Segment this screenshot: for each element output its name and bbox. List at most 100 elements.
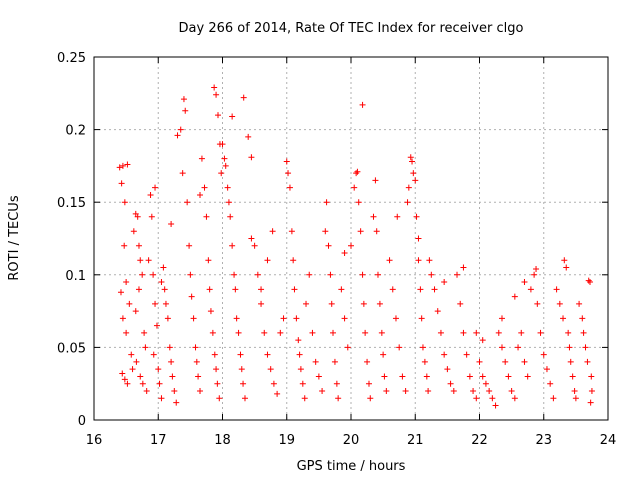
data-point — [150, 351, 157, 358]
chart-title: Day 266 of 2014, Rate Of TEC Index for r… — [179, 21, 524, 36]
data-point — [264, 257, 271, 264]
data-point — [315, 373, 322, 380]
data-point — [351, 184, 358, 191]
data-point — [561, 257, 568, 264]
data-point — [524, 373, 531, 380]
data-point — [331, 358, 338, 365]
x-tick-label: 20 — [343, 433, 360, 448]
data-point — [258, 286, 265, 293]
data-point — [540, 351, 547, 358]
data-point — [216, 395, 223, 402]
data-point — [476, 358, 483, 365]
data-point — [143, 387, 150, 394]
x-tick-label: 18 — [214, 433, 231, 448]
data-point — [330, 329, 337, 336]
data-point — [119, 162, 126, 169]
data-point — [269, 228, 276, 235]
x-axis-label: GPS time / hours — [297, 459, 406, 474]
data-point — [128, 351, 135, 358]
data-point — [155, 366, 162, 373]
data-point — [245, 133, 252, 140]
data-point — [353, 170, 360, 177]
data-point — [527, 286, 534, 293]
data-point — [571, 387, 578, 394]
data-point — [515, 344, 522, 351]
data-point — [197, 387, 204, 394]
data-point — [205, 257, 212, 264]
axis-ticks — [93, 56, 609, 421]
y-tick-label: 0.2 — [65, 124, 86, 139]
data-point — [360, 300, 367, 307]
data-point — [585, 277, 592, 284]
data-point — [141, 329, 148, 336]
data-point — [437, 329, 444, 336]
data-point — [454, 271, 461, 278]
data-point — [117, 289, 124, 296]
data-point — [121, 199, 128, 206]
data-point — [187, 271, 194, 278]
y-axis-label: ROTI / TECUs — [7, 195, 22, 280]
data-point — [180, 96, 187, 103]
data-point — [121, 376, 128, 383]
data-point — [565, 329, 572, 336]
data-point — [162, 300, 169, 307]
data-point — [537, 329, 544, 336]
data-point — [373, 228, 380, 235]
data-point — [186, 242, 193, 249]
data-point — [137, 373, 144, 380]
data-point — [241, 395, 248, 402]
data-point — [441, 279, 448, 286]
data-point — [295, 337, 302, 344]
data-point — [341, 250, 348, 257]
data-point — [383, 387, 390, 394]
data-point — [130, 228, 137, 235]
data-point — [566, 344, 573, 351]
data-point — [124, 161, 131, 168]
data-point — [121, 242, 128, 249]
data-point — [152, 300, 159, 307]
data-point — [367, 395, 374, 402]
data-point — [182, 107, 189, 114]
data-point — [359, 101, 366, 108]
data-point — [572, 395, 579, 402]
data-point — [381, 373, 388, 380]
data-point — [405, 184, 412, 191]
data-point — [579, 315, 586, 322]
data-point — [251, 242, 258, 249]
data-point — [158, 279, 165, 286]
data-point — [285, 170, 292, 177]
data-point — [466, 373, 473, 380]
data-point — [132, 308, 139, 315]
data-point — [378, 329, 385, 336]
data-point — [492, 402, 499, 409]
data-point — [407, 154, 414, 161]
data-point — [227, 213, 234, 220]
data-point — [359, 271, 366, 278]
data-point — [473, 395, 480, 402]
data-point — [229, 242, 236, 249]
data-point — [274, 390, 281, 397]
data-point — [124, 380, 131, 387]
data-point — [460, 264, 467, 271]
data-point — [222, 162, 229, 169]
data-point — [193, 358, 200, 365]
data-point — [174, 132, 181, 139]
data-point — [188, 293, 195, 300]
data-point — [118, 180, 125, 187]
data-point — [534, 300, 541, 307]
x-tick-label: 22 — [471, 433, 488, 448]
data-point — [518, 329, 525, 336]
data-point — [460, 329, 467, 336]
data-point — [344, 344, 351, 351]
data-point — [119, 315, 126, 322]
data-point — [364, 358, 371, 365]
data-point — [168, 220, 175, 227]
data-point — [264, 351, 271, 358]
data-point — [232, 286, 239, 293]
data-point — [134, 213, 141, 220]
data-point — [425, 387, 432, 394]
data-point — [148, 213, 155, 220]
data-point — [372, 177, 379, 184]
